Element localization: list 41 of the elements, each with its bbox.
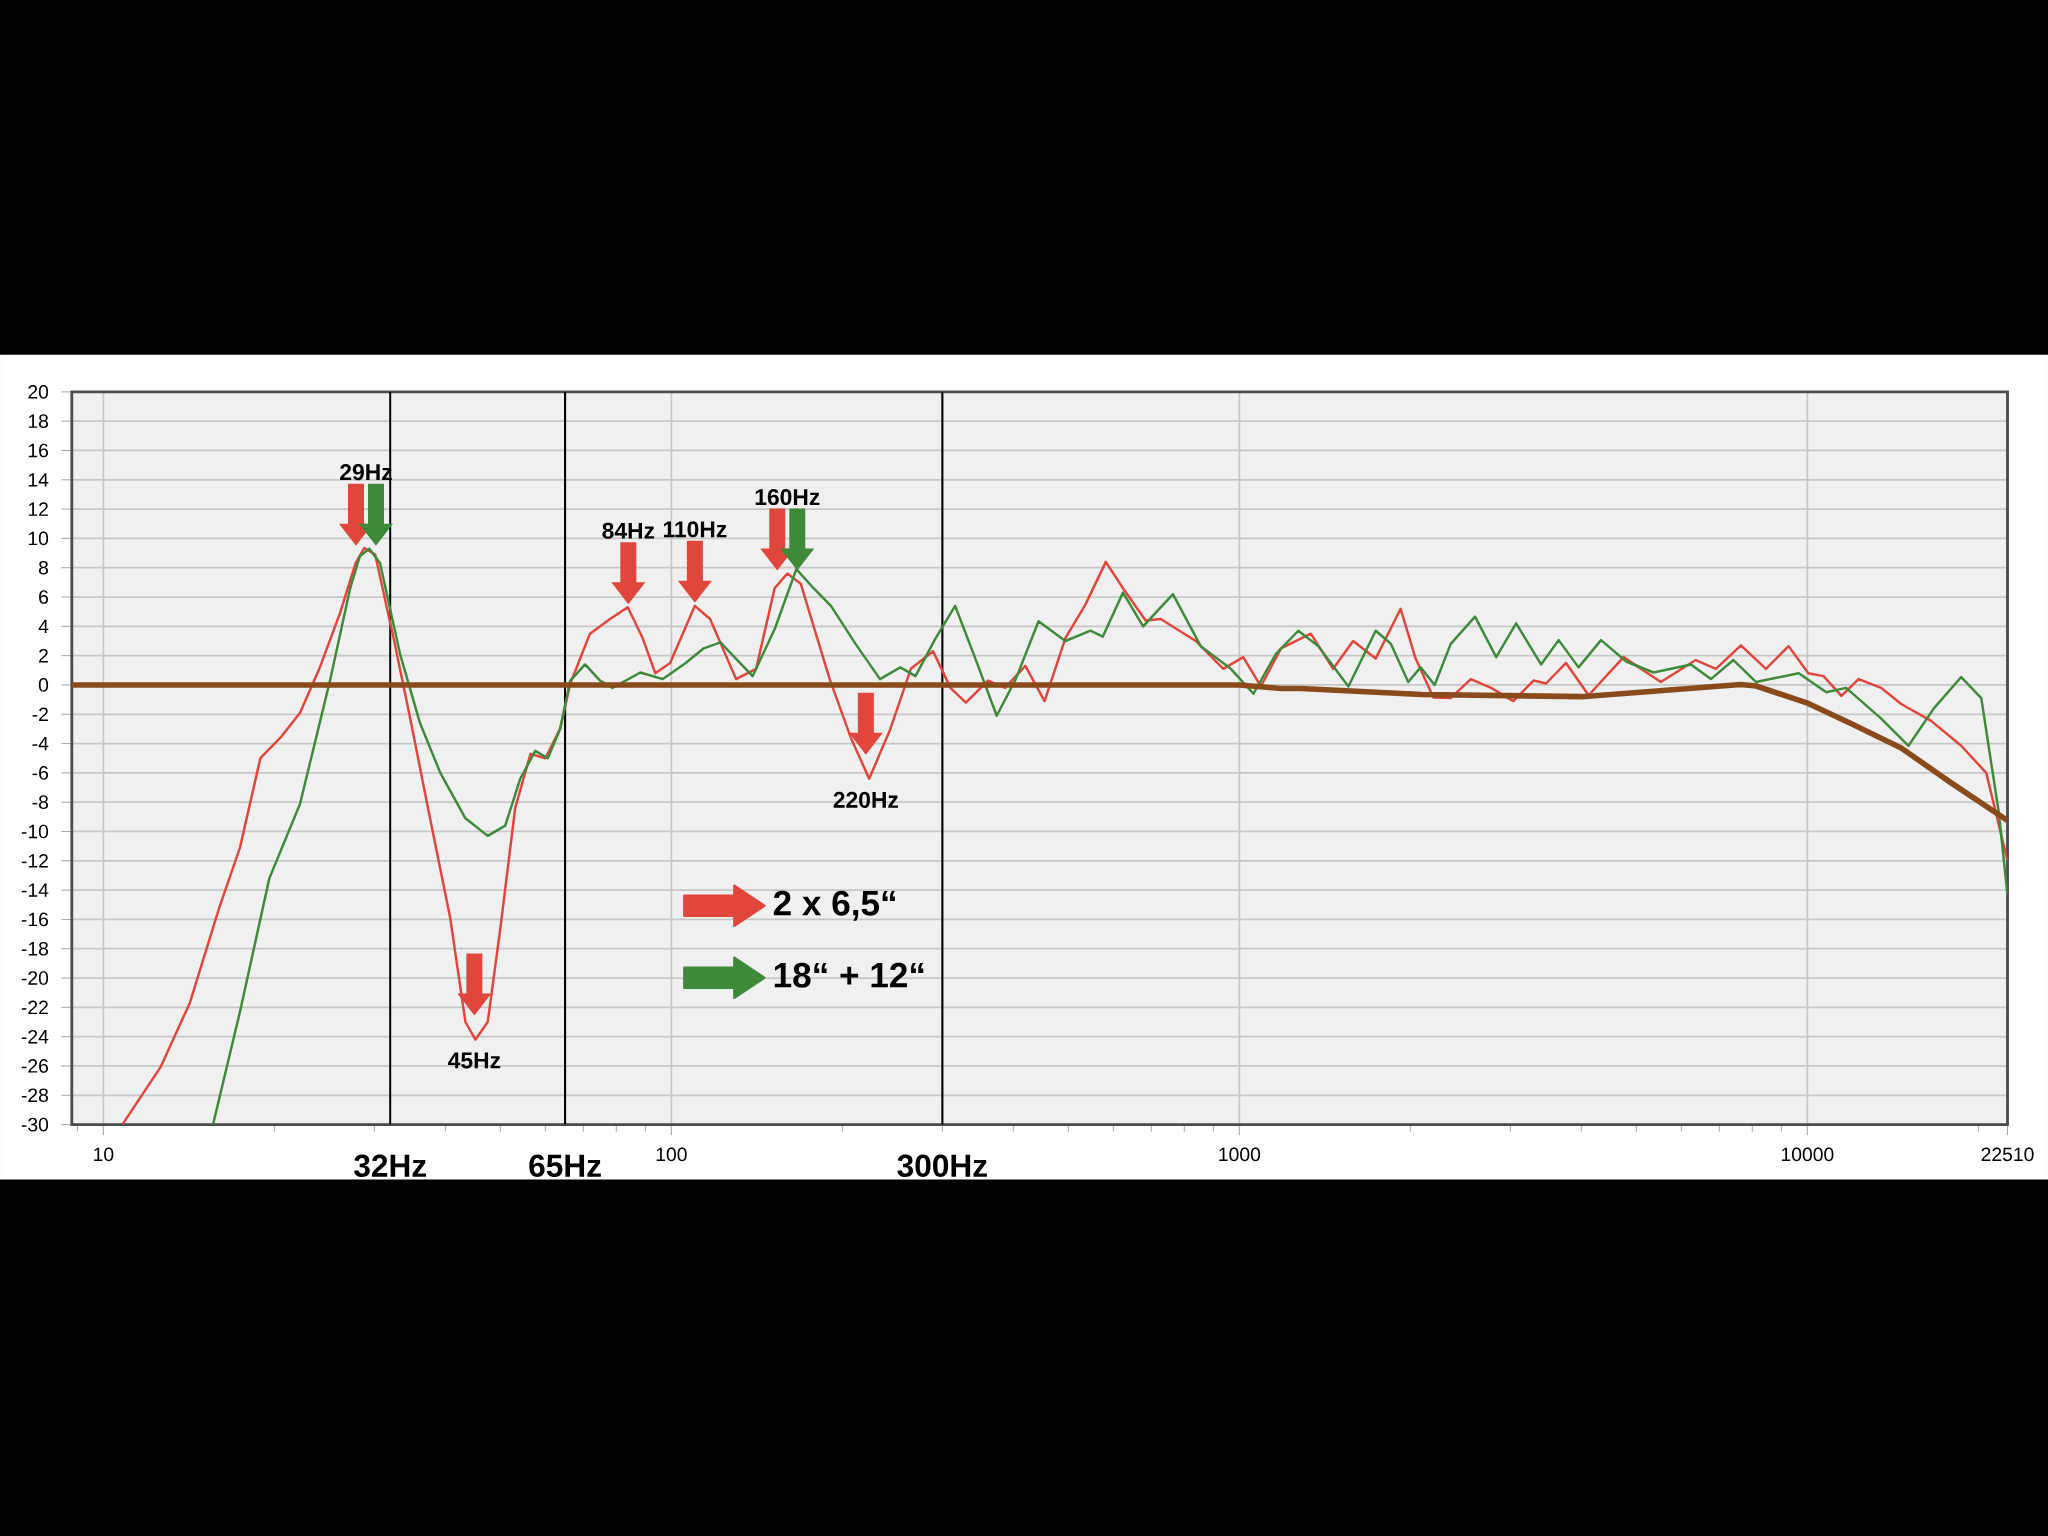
legend-label: 2 x 6,5“ bbox=[773, 890, 896, 921]
y-tick-label: 18 bbox=[28, 414, 49, 429]
y-tick-label: -14 bbox=[21, 883, 49, 897]
y-tick-label: -6 bbox=[32, 766, 49, 780]
y-tick-label: 10 bbox=[28, 531, 49, 546]
y-tick-label: 12 bbox=[28, 502, 48, 516]
y-tick-label: -28 bbox=[21, 1088, 49, 1103]
y-tick-label: 14 bbox=[28, 473, 49, 487]
y-tick-label: -8 bbox=[32, 795, 49, 810]
y-tick-label: 20 bbox=[28, 385, 49, 399]
annotation: 110Hz bbox=[663, 521, 727, 538]
x-tick-label: 1000 bbox=[1219, 1147, 1261, 1162]
annotation: 220Hz bbox=[833, 791, 899, 808]
y-tick-label: -18 bbox=[21, 941, 49, 956]
x-tick-label: 22510 bbox=[1981, 1147, 2034, 1162]
ref-line-label: 300Hz bbox=[897, 1154, 987, 1177]
y-tick-label: -12 bbox=[21, 854, 48, 868]
y-tick-label: -16 bbox=[21, 912, 49, 927]
y-tick-label: -22 bbox=[21, 1000, 48, 1015]
y-tick-label: 2 bbox=[39, 648, 48, 663]
y-tick-label: -26 bbox=[21, 1059, 49, 1073]
y-tick-label: -30 bbox=[21, 1117, 49, 1132]
x-tick-label: 10000 bbox=[1781, 1147, 1834, 1162]
x-tick-label: 10 bbox=[94, 1147, 114, 1162]
ref-line-label: 65Hz bbox=[529, 1154, 601, 1177]
annotation: 84Hz bbox=[602, 522, 655, 539]
y-tick-label: -4 bbox=[32, 736, 49, 751]
y-tick-label: 0 bbox=[38, 678, 49, 692]
y-tick-label: 6 bbox=[39, 590, 49, 604]
y-tick-label: 4 bbox=[38, 619, 49, 633]
annotation: 45Hz bbox=[448, 1052, 501, 1069]
x-tick-label: 100 bbox=[656, 1147, 687, 1162]
legend-label: 18“ + 12“ bbox=[774, 962, 924, 988]
y-tick-label: -20 bbox=[21, 971, 49, 985]
y-tick-label: 8 bbox=[38, 560, 49, 575]
y-tick-label: -24 bbox=[21, 1029, 49, 1044]
y-tick-label: 16 bbox=[28, 443, 49, 458]
y-tick-label: -10 bbox=[21, 824, 49, 839]
y-tick-label: -2 bbox=[32, 707, 48, 722]
annotation: 160Hz bbox=[755, 488, 820, 506]
ref-line-label: 32Hz bbox=[354, 1154, 427, 1177]
